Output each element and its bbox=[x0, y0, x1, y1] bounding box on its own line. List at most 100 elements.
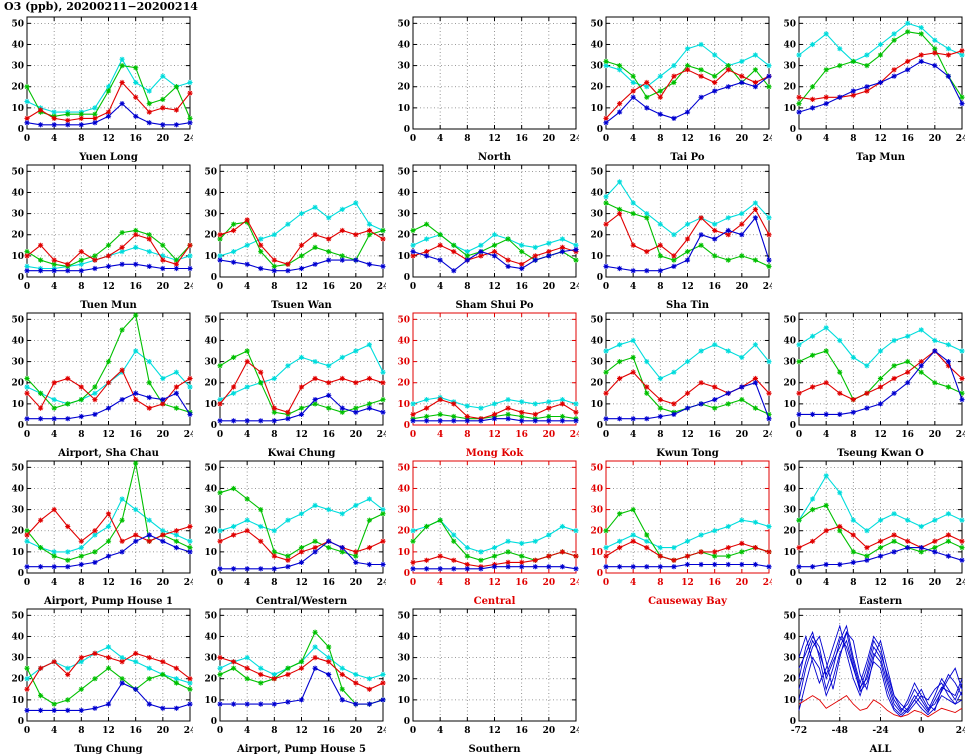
series-line-blue bbox=[798, 624, 963, 712]
y-tick-label: 50 bbox=[204, 463, 217, 473]
x-tick-label: 8 bbox=[850, 430, 856, 440]
x-tick-label: 8 bbox=[271, 578, 277, 588]
y-tick-label: 30 bbox=[397, 358, 410, 368]
series-markers-red bbox=[603, 538, 772, 563]
x-tick-label: 24 bbox=[570, 430, 579, 440]
x-tick-label: 8 bbox=[464, 726, 470, 736]
panel-title-sham-shui-po: Sham Shui Po bbox=[455, 300, 534, 311]
x-tick-label: 4 bbox=[437, 134, 443, 144]
x-tick-label: 24 bbox=[763, 134, 772, 144]
panel-title-central-western: Central/Western bbox=[255, 596, 348, 607]
x-tick-label: 24 bbox=[570, 282, 579, 292]
y-tick-label: 10 bbox=[783, 696, 796, 706]
x-tick-label: 8 bbox=[464, 578, 470, 588]
y-tick-label: 10 bbox=[783, 548, 796, 558]
y-tick-label: 20 bbox=[397, 675, 410, 685]
x-tick-label: 16 bbox=[901, 578, 914, 588]
y-tick-label: 50 bbox=[783, 19, 796, 29]
panel-tai-po: 0 4 8 12 16 20 24 0 10 20 30 40 50 Tai Po bbox=[579, 14, 775, 163]
x-tick-label: 24 bbox=[570, 134, 579, 144]
series-line-cyan bbox=[798, 327, 963, 367]
x-tick-label: 24 bbox=[184, 726, 193, 736]
y-tick-label: 0 bbox=[211, 421, 217, 431]
x-tick-label: 12 bbox=[681, 578, 694, 588]
series-markers-red bbox=[24, 232, 193, 267]
panel-title-tap-mun: Tap Mun bbox=[855, 152, 906, 163]
y-tick-label: 10 bbox=[204, 696, 217, 706]
x-tick-label: 20 bbox=[350, 726, 363, 736]
y-tick-label: 50 bbox=[11, 611, 24, 621]
x-tick-label: 12 bbox=[488, 282, 501, 292]
panel-all: -72 -48 -24 0 24 0 10 20 30 40 50 ALL bbox=[772, 606, 965, 755]
series-markers-cyan bbox=[217, 200, 386, 259]
page-title: O3 (ppb), 20200211−20200214 bbox=[4, 0, 198, 13]
chart-canvas-tai-po: 0 4 8 12 16 20 24 0 10 20 30 40 50 bbox=[590, 16, 775, 144]
y-tick-label: 40 bbox=[204, 336, 217, 346]
y-tick-label: 50 bbox=[11, 463, 24, 473]
series-markers-cyan bbox=[796, 325, 965, 369]
y-tick-label: 30 bbox=[397, 62, 410, 72]
x-tick-label: 20 bbox=[543, 430, 556, 440]
panel-kwun-tong: 0 4 8 12 16 20 24 0 10 20 30 40 50 Kwun Tong bbox=[579, 310, 775, 459]
x-tick-label: 16 bbox=[515, 134, 528, 144]
y-tick-label: 10 bbox=[204, 400, 217, 410]
x-tick-label: 12 bbox=[102, 282, 115, 292]
chart-canvas-tseung-kwan-o: 0 4 8 12 16 20 24 0 10 20 30 40 50 bbox=[783, 312, 965, 440]
panel-title-causeway-bay: Causeway Bay bbox=[648, 596, 727, 607]
x-tick-label: 4 bbox=[630, 134, 636, 144]
x-tick-label: 24 bbox=[184, 578, 193, 588]
panel-southern: 0 4 8 12 16 20 24 0 10 20 30 40 50 Southern bbox=[386, 606, 582, 755]
x-tick-label: 4 bbox=[437, 282, 443, 292]
x-tick-label: 0 bbox=[24, 430, 30, 440]
x-tick-label: 16 bbox=[515, 282, 528, 292]
series-markers-cyan bbox=[603, 517, 772, 551]
x-tick-label: 8 bbox=[850, 134, 856, 144]
series-markers-cyan bbox=[603, 41, 772, 90]
series-line-red bbox=[798, 695, 963, 718]
series-markers-blue bbox=[410, 416, 579, 424]
x-tick-label: 16 bbox=[901, 134, 914, 144]
panel-tap-mun: 0 4 8 12 16 20 24 0 10 20 30 40 50 Tap Mun bbox=[772, 14, 965, 163]
y-tick-label: 50 bbox=[397, 19, 410, 29]
x-tick-label: 12 bbox=[488, 134, 501, 144]
y-tick-label: 40 bbox=[11, 632, 24, 642]
y-tick-label: 10 bbox=[590, 548, 603, 558]
chart-canvas-tap-mun: 0 4 8 12 16 20 24 0 10 20 30 40 50 bbox=[783, 16, 965, 144]
series-line-red bbox=[605, 208, 770, 257]
x-tick-label: 0 bbox=[603, 430, 609, 440]
x-tick-label: 16 bbox=[708, 578, 721, 588]
x-tick-label: 0 bbox=[24, 578, 30, 588]
series-markers-blue bbox=[796, 58, 965, 115]
x-tick-label: 4 bbox=[630, 430, 636, 440]
x-tick-label: 24 bbox=[763, 282, 772, 292]
x-tick-label: -48 bbox=[832, 726, 848, 736]
chart-canvas-tung-chung: 0 4 8 12 16 20 24 0 10 20 30 40 50 bbox=[11, 608, 196, 736]
panel-sham-shui-po: 0 4 8 12 16 20 24 0 10 20 30 40 50 Sham Shui Po bbox=[386, 162, 582, 311]
chart-canvas-eastern: 0 4 8 12 16 20 24 0 10 20 30 40 50 bbox=[783, 460, 965, 588]
y-tick-label: 10 bbox=[204, 252, 217, 262]
y-tick-label: 40 bbox=[590, 40, 603, 50]
panel-title-central: Central bbox=[473, 596, 516, 607]
x-tick-label: 16 bbox=[708, 134, 721, 144]
panel-airport-pump-house-5: 0 4 8 12 16 20 24 0 10 20 30 40 50 Airport, Pump Hous… bbox=[193, 606, 389, 755]
series-markers-blue bbox=[796, 348, 965, 417]
y-tick-label: 50 bbox=[11, 19, 24, 29]
x-tick-label: 8 bbox=[271, 430, 277, 440]
x-tick-label: 20 bbox=[350, 430, 363, 440]
series-line-blue bbox=[798, 639, 963, 718]
y-tick-label: 40 bbox=[590, 336, 603, 346]
series-markers-red bbox=[24, 367, 193, 411]
panel-north: 0 4 8 12 16 20 24 0 10 20 30 40 50 North bbox=[386, 14, 582, 163]
x-tick-label: 20 bbox=[157, 726, 170, 736]
x-tick-label: 4 bbox=[244, 282, 250, 292]
y-tick-label: 0 bbox=[18, 717, 24, 727]
x-tick-label: 0 bbox=[796, 430, 802, 440]
x-tick-label: 20 bbox=[543, 726, 556, 736]
y-tick-label: 30 bbox=[204, 506, 217, 516]
y-tick-label: 30 bbox=[397, 654, 410, 664]
chart-canvas-sham-shui-po: 0 4 8 12 16 20 24 0 10 20 30 40 50 bbox=[397, 164, 582, 292]
x-tick-label: 20 bbox=[736, 134, 749, 144]
x-tick-label: 16 bbox=[901, 430, 914, 440]
x-tick-label: 20 bbox=[543, 134, 556, 144]
x-tick-label: 16 bbox=[515, 726, 528, 736]
